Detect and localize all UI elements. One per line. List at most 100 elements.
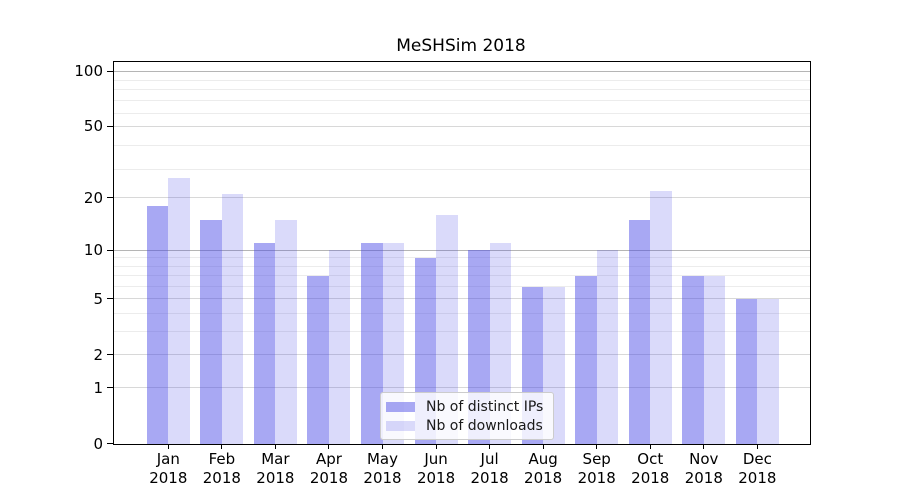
legend-label-distinct-ips: Nb of distinct IPs <box>426 398 544 415</box>
x-axis-tick <box>649 443 651 449</box>
y-tick-label: 5 <box>93 289 103 308</box>
bar-ips-dec <box>735 298 758 444</box>
x-tick-month: Mar <box>261 450 290 468</box>
bar-ips-sep <box>575 275 597 444</box>
minor-gridline <box>113 275 810 277</box>
bar-ips-apr <box>307 275 329 444</box>
x-tick-year: 2018 <box>738 469 777 487</box>
legend: Nb of distinct IPs Nb of downloads <box>380 392 555 440</box>
minor-gridline <box>113 145 810 147</box>
x-axis-tick <box>435 443 437 449</box>
minor-gridline <box>113 285 810 287</box>
x-axis-tick <box>221 443 223 449</box>
x-tick-month: Sep <box>582 450 611 468</box>
plot-area: Nb of distinct IPs Nb of downloads <box>112 60 811 445</box>
bar-downloads-apr <box>328 250 351 444</box>
x-tick-label: Jun 2018 <box>391 450 481 488</box>
x-tick-label: Nov 2018 <box>659 450 749 488</box>
bar-ips-may <box>361 243 383 444</box>
x-tick-year: 2018 <box>256 469 295 487</box>
y-tick-label: 50 <box>83 117 103 136</box>
minor-gridline <box>113 100 810 102</box>
minor-gridline <box>113 79 810 81</box>
minor-gridline <box>113 331 810 333</box>
x-tick-label: Jan 2018 <box>123 450 213 488</box>
x-tick-year: 2018 <box>363 469 402 487</box>
x-tick-month: Apr <box>315 450 342 468</box>
bar-downloads-jan <box>168 177 190 444</box>
x-tick-label: Sep 2018 <box>552 450 642 488</box>
bar-downloads-mar <box>275 219 297 444</box>
x-tick-year: 2018 <box>684 469 723 487</box>
x-axis-tick <box>382 443 383 449</box>
x-axis-tick <box>596 443 598 449</box>
bar-downloads-feb <box>221 194 244 444</box>
y-tick-label: 10 <box>83 241 103 259</box>
bar-ips-feb <box>200 219 222 444</box>
minor-gridline <box>113 89 810 91</box>
minor-gridline <box>113 265 810 267</box>
bar-downloads-nov <box>703 275 726 444</box>
x-tick-month: Feb <box>208 450 236 468</box>
x-axis-tick <box>274 443 276 449</box>
legend-swatch-distinct-ips <box>386 401 415 412</box>
y-tick-label: 1 <box>93 378 103 397</box>
bar-downloads-sep <box>596 250 619 444</box>
bar-ips-mar <box>253 243 276 444</box>
minor-gridline <box>113 313 810 315</box>
y-tick-label: 20 <box>83 188 103 207</box>
y-axis-tick <box>106 125 114 127</box>
minor-gridline <box>113 112 810 114</box>
x-axis-tick <box>756 443 758 449</box>
x-tick-month: Aug <box>528 450 558 468</box>
major-gridline <box>113 298 810 300</box>
legend-swatch-downloads <box>386 420 415 431</box>
x-tick-label: Mar 2018 <box>230 450 320 488</box>
y-axis-tick <box>106 249 114 251</box>
minor-gridline <box>113 168 810 170</box>
y-axis-tick <box>106 70 114 72</box>
y-tick-label: 0 <box>93 434 103 453</box>
x-tick-year: 2018 <box>149 469 188 487</box>
legend-row-distinct-ips: Nb of distinct IPs <box>386 398 544 415</box>
x-tick-label: Aug 2018 <box>498 450 588 488</box>
legend-row-downloads: Nb of downloads <box>386 417 543 434</box>
x-tick-year: 2018 <box>202 469 241 487</box>
x-tick-label: Apr 2018 <box>284 450 374 488</box>
x-axis-tick <box>703 443 705 449</box>
y-axis-tick <box>106 298 114 300</box>
bar-ips-nov <box>682 275 704 444</box>
x-axis-tick <box>489 443 491 449</box>
bar-downloads-jun <box>436 214 458 444</box>
major-gridline <box>113 249 810 251</box>
x-axis-tick <box>542 443 544 449</box>
x-tick-year: 2018 <box>631 469 670 487</box>
x-tick-label: Oct 2018 <box>605 450 695 488</box>
x-tick-label: Dec 2018 <box>712 450 802 488</box>
minor-gridline <box>113 257 810 259</box>
legend-label-downloads: Nb of downloads <box>426 417 543 434</box>
major-gridline <box>113 125 810 127</box>
x-tick-month: Dec <box>742 450 772 468</box>
bar-ips-oct <box>628 219 651 444</box>
y-axis-tick <box>106 443 114 444</box>
major-gridline <box>113 387 810 389</box>
chart-title: MeSHSim 2018 <box>396 36 526 56</box>
x-tick-label: Feb 2018 <box>177 450 267 488</box>
major-gridline <box>113 70 810 72</box>
x-axis-tick <box>328 443 330 449</box>
x-tick-month: Jan <box>156 450 180 468</box>
bar-downloads-oct <box>650 190 672 444</box>
x-tick-year: 2018 <box>524 469 563 487</box>
x-axis-tick <box>167 443 169 449</box>
y-axis-tick <box>106 387 114 389</box>
x-tick-month: Nov <box>689 450 719 468</box>
x-tick-month: Jul <box>480 450 499 468</box>
y-tick-label: 2 <box>93 345 103 364</box>
major-gridline <box>113 354 810 356</box>
x-tick-year: 2018 <box>416 469 456 487</box>
y-axis-tick <box>106 197 114 199</box>
y-tick-label: 100 <box>74 62 103 81</box>
x-tick-year: 2018 <box>470 469 509 487</box>
